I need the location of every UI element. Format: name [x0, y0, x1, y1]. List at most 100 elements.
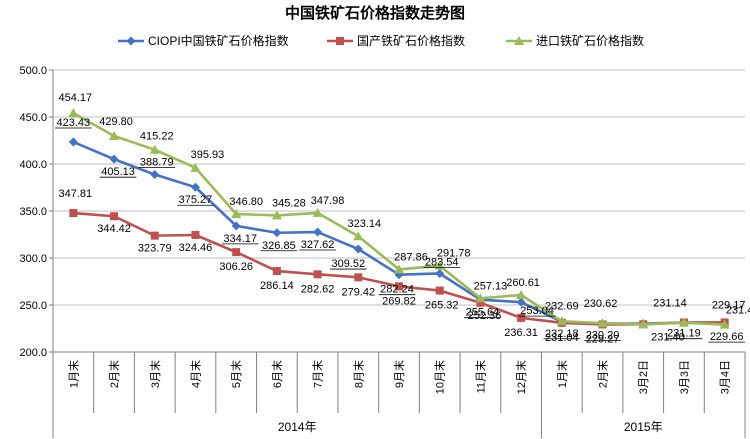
x-tick-label: 12月末 [514, 360, 528, 394]
y-tick-label: 400.0 [19, 159, 47, 171]
data-point-diamond [516, 297, 526, 307]
data-label: 286.14 [260, 280, 294, 292]
chart-title: 中国铁矿石价格指数走势图 [285, 4, 465, 22]
data-label: 345.28 [272, 197, 306, 209]
x-tick-label: 5月末 [229, 360, 243, 388]
series-layer [68, 108, 730, 329]
data-point-diamond [313, 227, 323, 237]
y-tick-label: 250.0 [19, 300, 47, 312]
data-point-diamond [109, 154, 119, 164]
data-label: 323.14 [347, 218, 381, 230]
data-label: 395.93 [191, 149, 225, 161]
x-tick-label: 6月末 [270, 360, 284, 388]
data-label: 229.27 [586, 333, 620, 345]
data-label: 232.69 [545, 300, 579, 312]
y-axis-ticks: 200.0 250.0 300.0 350.0 400.0 450.0 500.0 [19, 65, 47, 359]
x-tick-label: 1月末 [555, 360, 569, 388]
data-label: 231.40 [651, 331, 685, 343]
data-label: 231.40 [726, 304, 750, 316]
data-label: 253.04 [520, 305, 554, 317]
x-tick-label: 1月末 [66, 360, 80, 388]
data-label: 282.24 [380, 284, 414, 296]
series-3 [68, 108, 730, 329]
data-label: 230.62 [584, 298, 618, 310]
x-tick-label: 4月末 [188, 360, 202, 388]
data-point-triangle [68, 108, 79, 118]
x-tick-label: 3月末 [148, 360, 162, 388]
data-label: 375.27 [179, 194, 213, 206]
data-point-square [150, 231, 159, 240]
data-point-triangle [475, 293, 486, 303]
data-labels: 423.43 405.13 388.79 375.27 334.17 326.85 327.… [55, 92, 750, 345]
data-point-triangle [271, 210, 282, 220]
data-point-triangle [353, 231, 364, 241]
data-point-triangle [719, 319, 730, 329]
data-point-diamond [68, 137, 78, 147]
data-point-square [476, 298, 485, 307]
data-label: 347.81 [59, 188, 93, 200]
group-label: 2015年 [624, 420, 663, 434]
data-label: 231.04 [545, 332, 579, 344]
x-tick-label: 3月3日 [679, 360, 691, 394]
y-tick-label: 300.0 [19, 253, 47, 265]
data-point-triangle [109, 130, 120, 140]
legend-entry: 进口铁矿石价格指数 [506, 33, 644, 48]
x-axis-groups: 2014年 2015年 [278, 420, 663, 434]
data-point-square [517, 313, 526, 322]
x-tick-label: 7月末 [311, 360, 325, 388]
data-label: 415.22 [140, 131, 174, 143]
data-label: 388.79 [140, 157, 174, 169]
legend-label: CIOPI中国铁矿石价格指数 [148, 33, 289, 48]
data-point-square [110, 212, 119, 221]
data-label: 291.78 [437, 248, 471, 260]
data-point-triangle [312, 207, 323, 217]
data-point-triangle [231, 209, 242, 219]
data-point-triangle [149, 144, 160, 154]
x-tick-label: 8月末 [351, 360, 365, 388]
data-label: 323.79 [138, 243, 172, 255]
data-point-square [69, 209, 78, 218]
data-point-triangle [638, 319, 649, 329]
data-label: 269.82 [382, 295, 416, 307]
x-tick-label: 2月末 [596, 360, 610, 388]
data-label: 283.54 [425, 256, 459, 268]
x-tick-label: 9月末 [392, 360, 406, 388]
data-label: 265.32 [425, 300, 459, 312]
x-tick-label: 11月末 [473, 360, 487, 393]
x-tick-label: 3月2日 [638, 360, 650, 394]
data-label: 346.80 [229, 196, 263, 208]
data-point-triangle [514, 36, 524, 45]
x-tick-label: 2月末 [107, 360, 121, 388]
group-label: 2014年 [278, 420, 317, 434]
data-point-square [435, 286, 444, 295]
data-point-diamond [435, 268, 445, 278]
data-point-square [336, 37, 344, 45]
data-label: 306.26 [219, 261, 253, 273]
x-tick-label: 10月末 [433, 360, 447, 394]
data-point-square [395, 282, 403, 291]
data-label: 252.36 [468, 310, 502, 322]
data-point-diamond [231, 221, 241, 231]
data-point-triangle [190, 162, 201, 172]
data-point-diamond [272, 228, 282, 238]
data-label: 287.86 [394, 251, 428, 263]
data-label: 231.19 [667, 328, 701, 340]
x-tick-label: 3月4日 [720, 360, 732, 394]
legend: CIOPI中国铁矿石价格指数 国产铁矿石价格指数 进口铁矿石价格指数 [118, 33, 644, 48]
data-label: 232.18 [545, 328, 579, 340]
legend-entry: CIOPI中国铁矿石价格指数 [118, 33, 289, 48]
axes [49, 69, 746, 438]
data-point-diamond [353, 244, 363, 254]
data-label: 454.17 [59, 92, 93, 104]
data-label: 231.14 [653, 298, 687, 310]
data-point-triangle [678, 317, 689, 327]
data-label: 229.17 [712, 300, 746, 312]
y-tick-label: 450.0 [19, 112, 47, 124]
data-label: 255.64 [466, 307, 500, 319]
legend-entry: 国产铁矿石价格指数 [327, 33, 465, 48]
data-point-triangle [516, 290, 527, 300]
data-point-square [313, 270, 322, 279]
legend-label: 国产铁矿石价格指数 [357, 33, 465, 48]
data-point-triangle [556, 316, 567, 326]
data-label: 429.80 [99, 116, 133, 128]
